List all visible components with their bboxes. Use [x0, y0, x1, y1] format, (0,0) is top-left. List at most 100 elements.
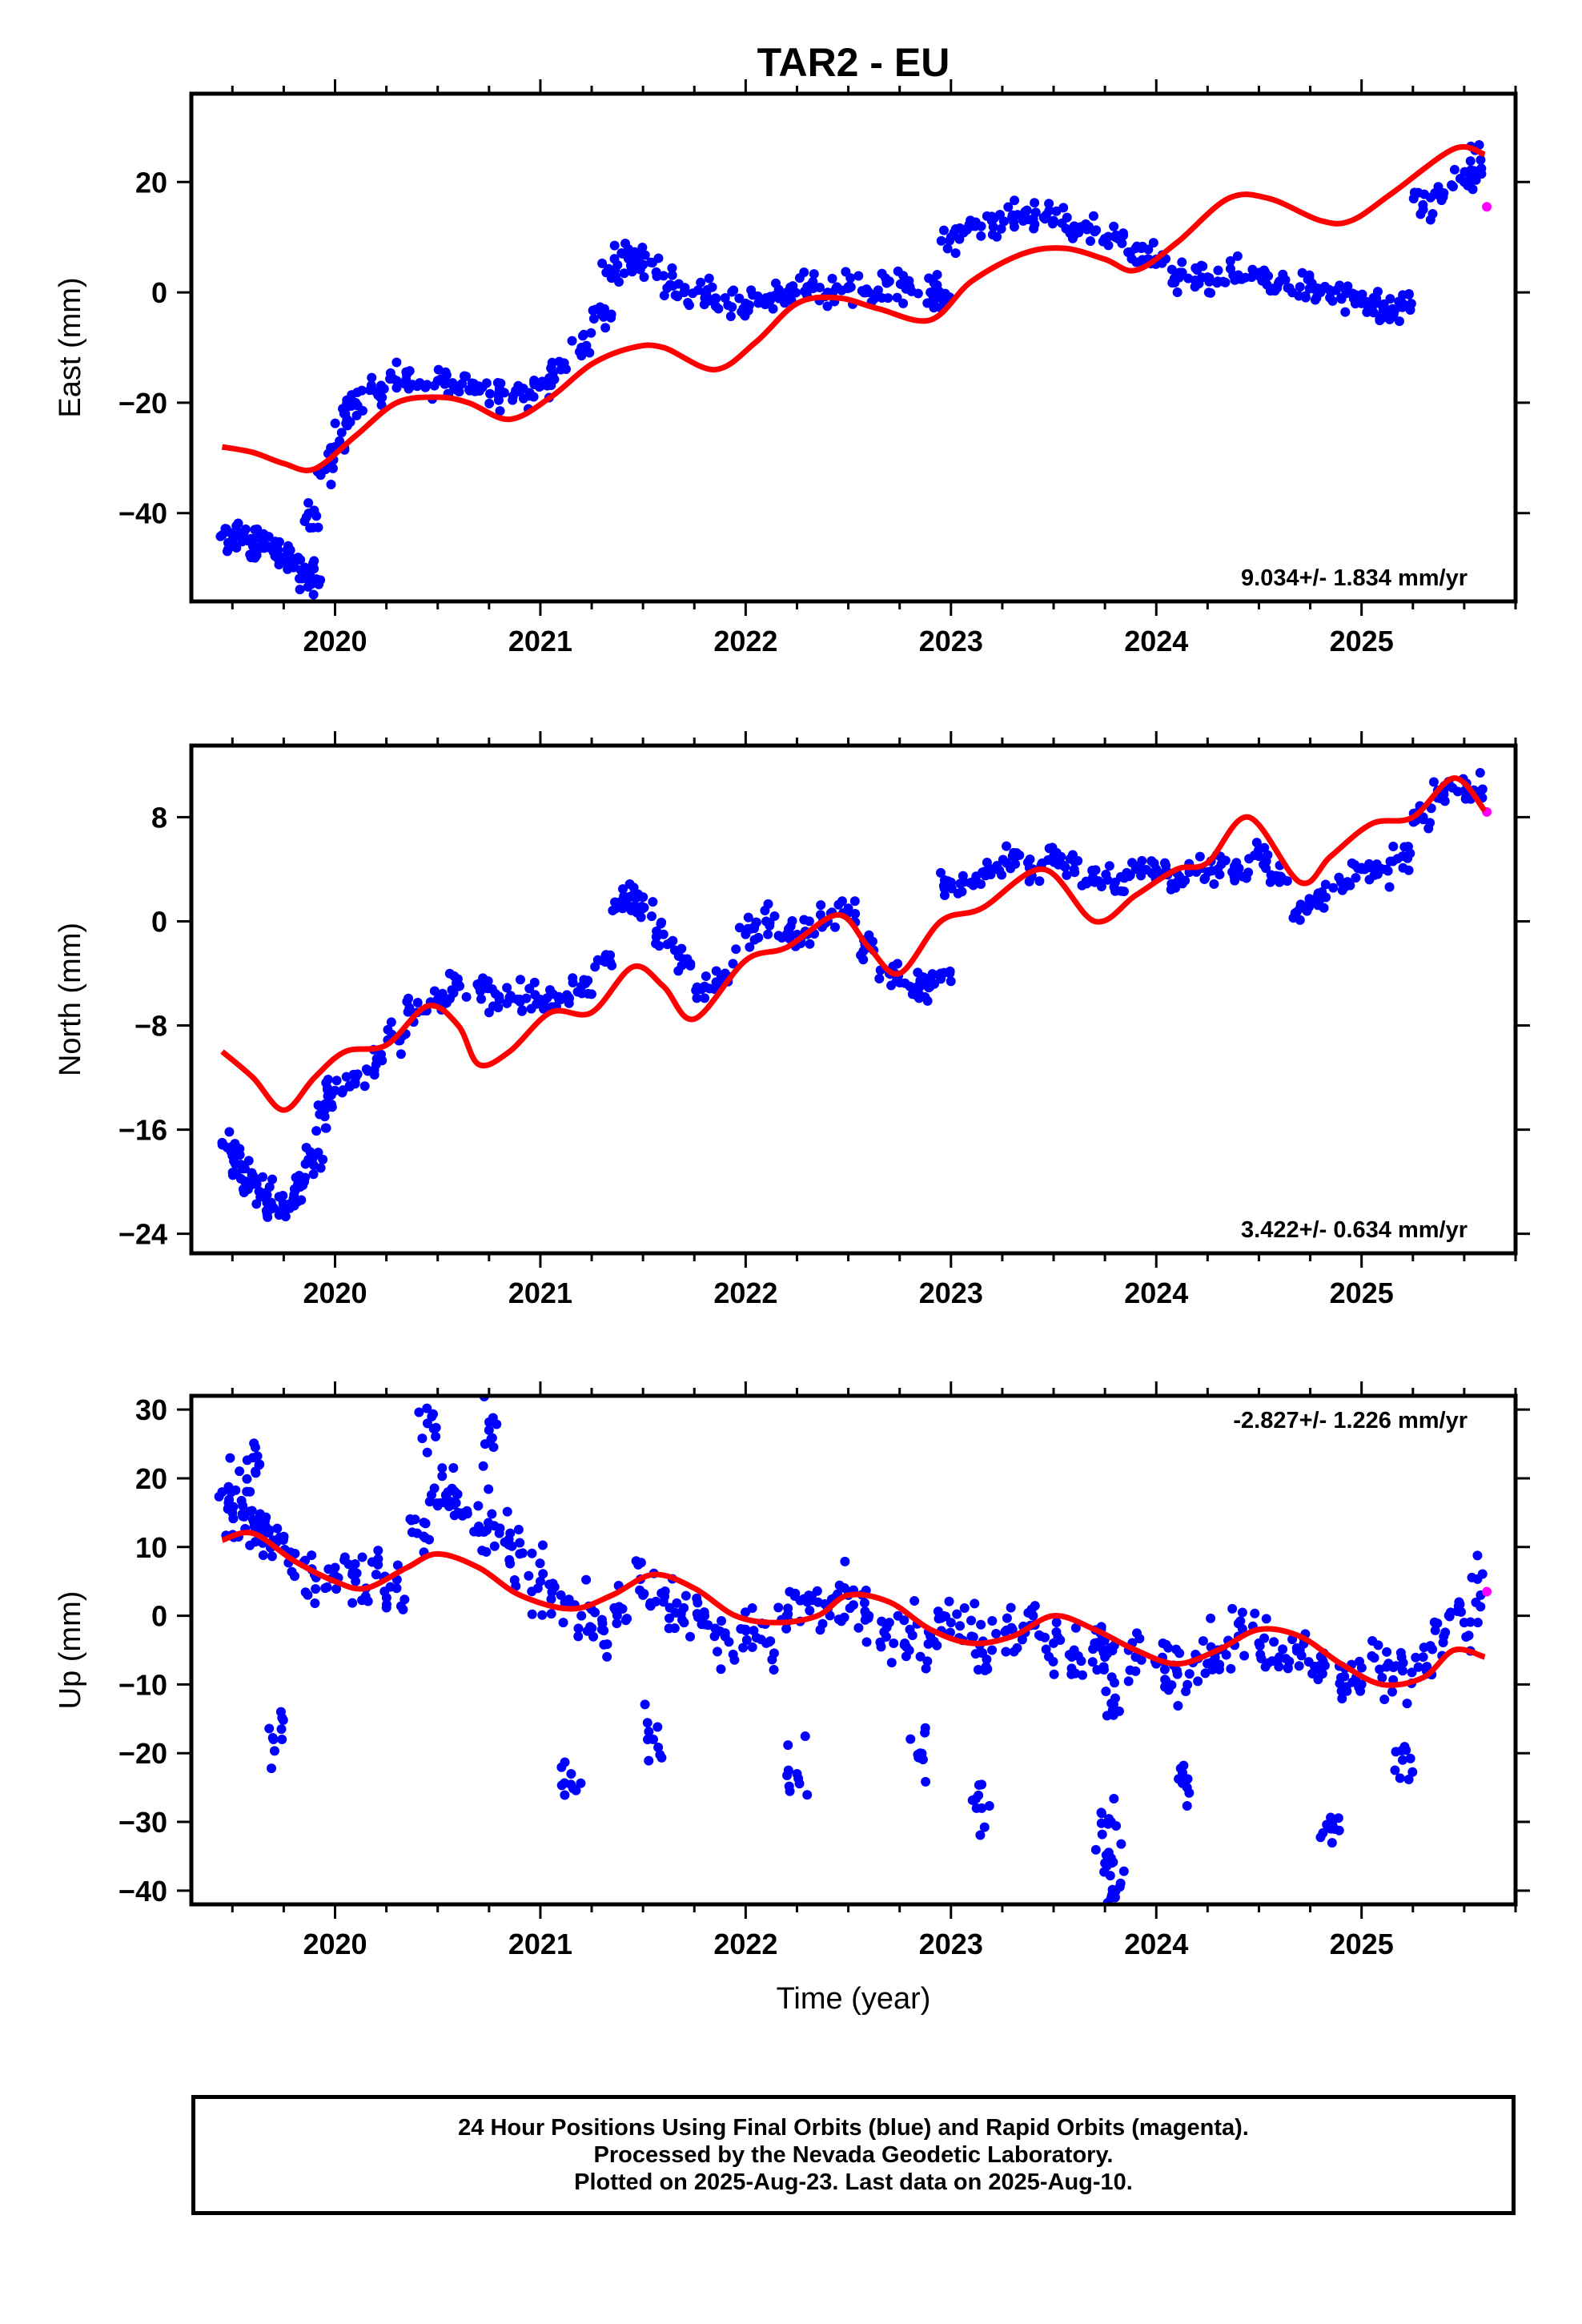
data-point-east	[1403, 289, 1414, 300]
data-point-north	[308, 1169, 319, 1180]
data-point-up	[938, 1610, 949, 1621]
data-point-north	[248, 1171, 259, 1181]
data-point-north	[300, 1172, 311, 1183]
data-point-east	[720, 292, 730, 303]
data-point-east	[546, 363, 556, 373]
data-point-north	[1102, 875, 1113, 885]
data-point-east	[215, 531, 226, 541]
plot-area	[217, 768, 1492, 1222]
data-point-east	[366, 380, 376, 391]
data-point-east	[861, 284, 872, 295]
data-point-east	[280, 552, 291, 562]
data-point-up	[287, 1566, 297, 1577]
data-point-up	[484, 1417, 494, 1427]
data-point-north	[429, 986, 440, 996]
data-point-north	[403, 1007, 413, 1017]
data-point-up	[784, 1781, 794, 1791]
data-point-up	[264, 1723, 275, 1734]
model-curve-up	[221, 1530, 1486, 1688]
data-point-up	[1049, 1669, 1059, 1679]
data-point-north	[1012, 850, 1022, 861]
data-point-up	[800, 1731, 810, 1742]
data-point-up	[407, 1527, 417, 1538]
data-point-north	[494, 991, 504, 1002]
data-point-north	[1319, 903, 1329, 913]
data-point-north	[1403, 853, 1413, 863]
data-point-east	[567, 336, 577, 346]
data-point-north	[1351, 873, 1361, 883]
data-point-up	[1064, 1650, 1074, 1660]
data-point-north	[958, 877, 969, 887]
data-point-up	[1226, 1663, 1236, 1674]
data-point-east	[1389, 304, 1399, 315]
data-point-up	[505, 1558, 516, 1569]
data-point-east	[259, 543, 269, 553]
data-point-north	[1328, 883, 1339, 893]
data-point-north	[1399, 842, 1410, 852]
data-point-up	[502, 1506, 512, 1517]
data-point-up	[373, 1546, 383, 1556]
data-point-up	[548, 1578, 558, 1589]
data-point-up	[640, 1699, 650, 1710]
data-point-north	[266, 1197, 276, 1208]
data-point-up	[351, 1568, 362, 1578]
data-point-east	[584, 348, 595, 358]
data-point-east	[1425, 215, 1435, 225]
data-point-east	[936, 235, 946, 246]
data-point-east	[841, 267, 851, 277]
model-curve-north	[220, 775, 1488, 1113]
data-point-up	[1339, 1671, 1350, 1682]
data-point-up	[1001, 1647, 1011, 1657]
data-point-east	[1148, 238, 1158, 248]
data-point-north	[1002, 841, 1012, 851]
data-point-east	[1367, 300, 1378, 310]
data-point-east	[303, 497, 314, 508]
data-point-east	[485, 388, 496, 399]
data-point-up	[1405, 1753, 1415, 1763]
data-point-up	[437, 1463, 448, 1474]
data-point-north	[1127, 858, 1138, 868]
data-point-up	[1274, 1662, 1284, 1672]
data-point-up	[825, 1610, 835, 1621]
data-point-east	[1213, 265, 1223, 275]
data-point-up	[249, 1438, 259, 1449]
data-point-north	[532, 998, 542, 1008]
data-point-up	[1132, 1628, 1142, 1638]
data-point-north	[1345, 880, 1355, 891]
data-point-east	[586, 328, 596, 338]
data-point-up	[487, 1509, 497, 1519]
data-point-east	[1020, 207, 1030, 217]
data-point-up	[764, 1637, 774, 1647]
data-point-north	[412, 998, 423, 1008]
data-point-east	[707, 282, 717, 292]
data-point-east	[561, 364, 572, 374]
data-point-up	[1098, 1664, 1109, 1675]
data-point-up	[424, 1534, 435, 1545]
data-point-up	[1101, 1687, 1111, 1697]
data-point-up	[424, 1497, 435, 1507]
data-point-east	[477, 382, 488, 392]
caption-line-1: 24 Hour Positions Using Final Orbits (bl…	[458, 2115, 1249, 2141]
data-point-north	[461, 991, 472, 1002]
data-point-north	[568, 973, 578, 983]
data-point-east	[303, 581, 313, 592]
data-point-up	[276, 1724, 287, 1735]
data-point-up	[477, 1546, 488, 1556]
data-point-east	[1206, 287, 1216, 298]
data-point-east	[1269, 283, 1279, 294]
data-point-north	[1372, 869, 1383, 879]
data-point-up	[622, 1614, 632, 1624]
data-point-north	[227, 1170, 238, 1180]
data-point-east	[1028, 214, 1038, 224]
data-point-east	[1247, 272, 1257, 283]
data-point-up	[1472, 1618, 1483, 1628]
data-point-east	[291, 555, 301, 565]
y-tick-label: −30	[118, 1806, 167, 1839]
data-point-up	[929, 1636, 939, 1647]
data-point-up	[1318, 1656, 1328, 1667]
x-tick-label: 2020	[303, 1928, 367, 1960]
data-point-up	[672, 1598, 682, 1608]
data-point-up	[859, 1598, 869, 1608]
data-point-north	[447, 985, 457, 995]
data-point-up	[560, 1790, 570, 1800]
